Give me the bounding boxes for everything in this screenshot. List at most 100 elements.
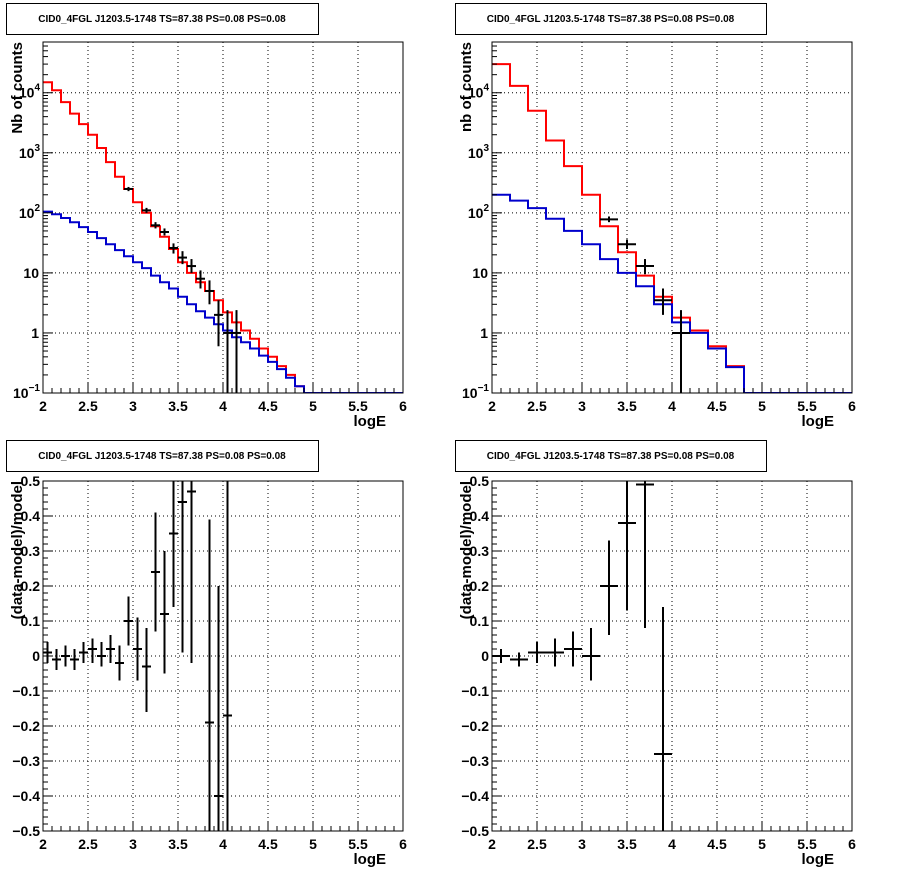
y-tick-label: 103 [468,143,490,161]
data-point [106,635,115,663]
data-point [115,645,124,681]
x-axis-title: logE [802,851,835,868]
data-point [582,628,600,681]
y-tick-label: −0.3 [461,753,489,769]
data-point [70,649,79,670]
x-tick-label: 6 [399,398,407,414]
plot-area [43,481,232,831]
data-point [214,300,223,347]
plot-area [492,481,672,831]
x-tick-label: 4 [219,398,227,414]
data-point [564,631,582,667]
x-axis: 2 2.5 3 3.5 4 4.5 5 5.5 6 logE [488,821,856,868]
x-tick-label: 5.5 [348,836,368,852]
x-tick-label: 4.5 [707,398,727,414]
y-axis: −0.5 −0.4 −0.3 −0.2 −0.1 0 0.1 0.2 0.3 0.4 0.5(dat… [9,473,53,839]
y-tick-label: 0 [481,648,489,664]
chart-panel-bottom-right: CID0_4FGL J1203.5-1748 TS=87.38 PS=0.08 … [455,440,856,868]
x-tick-label: 3 [129,398,137,414]
x-tick-label: 2.5 [527,836,547,852]
data-point [169,481,178,607]
data-point [142,628,151,712]
data-point [636,481,654,628]
plot-area [492,63,852,393]
data-point [133,617,142,681]
data-point [151,512,160,632]
x-tick-label: 5.5 [797,398,817,414]
y-tick-label: 10 [472,265,488,281]
data-point [618,481,636,611]
series-line-model_component [492,193,852,393]
y-tick-label: 0.1 [21,613,41,629]
data-point [151,222,160,229]
y-axis: −0.5 −0.4 −0.3 −0.2 −0.1 0 0.1 0.2 0.3 0.4 0.5(dat… [458,473,502,839]
data-point [672,310,690,393]
chart-panel-top-left: CID0_4FGL J1203.5-1748 TS=87.38 PS=0.08 … [6,3,407,430]
data-point [600,540,618,635]
x-tick-label: 5 [309,836,317,852]
data-point [654,288,672,315]
data-point [187,481,196,663]
data-point [79,642,88,663]
grid [43,42,403,393]
chart-title: CID0_4FGL J1203.5-1748 TS=87.38 PS=0.08 … [6,3,319,35]
x-tick-label: 5.5 [797,836,817,852]
chart-panel-top-right: CID0_4FGL J1203.5-1748 TS=87.38 PS=0.08 … [455,3,856,430]
y-tick-label: 0.5 [21,473,41,489]
x-tick-label: 3 [578,836,586,852]
x-tick-label: 2 [39,836,47,852]
data-point [618,239,636,250]
y-tick-label: 104 [468,83,490,101]
y-tick-label: 0.4 [470,508,490,524]
y-tick-label: 0 [32,648,40,664]
y-tick-label: 0.5 [470,473,490,489]
data-point [636,259,654,275]
x-tick-label: 6 [848,836,856,852]
y-tick-label: 0.1 [470,613,490,629]
x-tick-label: 5 [309,398,317,414]
y-tick-label: 0.3 [21,543,41,559]
x-tick-label: 2.5 [78,836,98,852]
chart-panel-bottom-left: CID0_4FGL J1203.5-1748 TS=87.38 PS=0.08 … [6,440,407,868]
y-tick-label: 102 [468,203,490,221]
y-tick-label: −0.2 [12,718,40,734]
title-text: CID0_4FGL J1203.5-1748 TS=87.38 PS=0.08 … [38,451,286,462]
data-point [232,310,241,393]
x-tick-label: 4.5 [707,836,727,852]
data-point [52,649,61,670]
data-point [178,481,187,653]
x-tick-label: 4.5 [258,398,278,414]
x-tick-label: 4 [668,398,676,414]
y-tick-label: 104 [19,83,41,101]
title-box [6,3,319,35]
x-tick-label: 3.5 [617,398,637,414]
title-text: CID0_4FGL J1203.5-1748 TS=87.38 PS=0.08 … [38,14,286,25]
data-point [97,642,106,667]
series-line-model_total [492,63,852,393]
y-axis-title: (data-model)/model [9,481,26,619]
x-tick-label: 6 [399,836,407,852]
x-tick-label: 2 [39,398,47,414]
y-tick-label: −0.1 [12,683,40,699]
y-axis-title: Nb of counts [9,42,26,134]
y-tick-label: 10 [23,265,39,281]
y-tick-label: 0.2 [470,578,490,594]
y-tick-label: 10−1 [462,383,489,401]
grid [492,481,852,831]
chart-title: CID0_4FGL J1203.5-1748 TS=87.38 PS=0.08 … [455,3,767,35]
data-point [214,586,223,831]
data-point [142,207,151,213]
x-axis: 2 2.5 3 3.5 4 4.5 5 5.5 6 logE [488,383,856,430]
chart-title: CID0_4FGL J1203.5-1748 TS=87.38 PS=0.08 … [455,440,767,472]
x-tick-label: 2 [488,836,496,852]
data-point [205,519,214,831]
y-tick-label: −0.4 [12,788,40,804]
data-point [528,642,546,663]
y-tick-label: −0.2 [461,718,489,734]
data-point [654,607,672,831]
title-box [455,440,767,472]
x-tick-label: 4 [219,836,227,852]
y-tick-label: 0.3 [470,543,490,559]
